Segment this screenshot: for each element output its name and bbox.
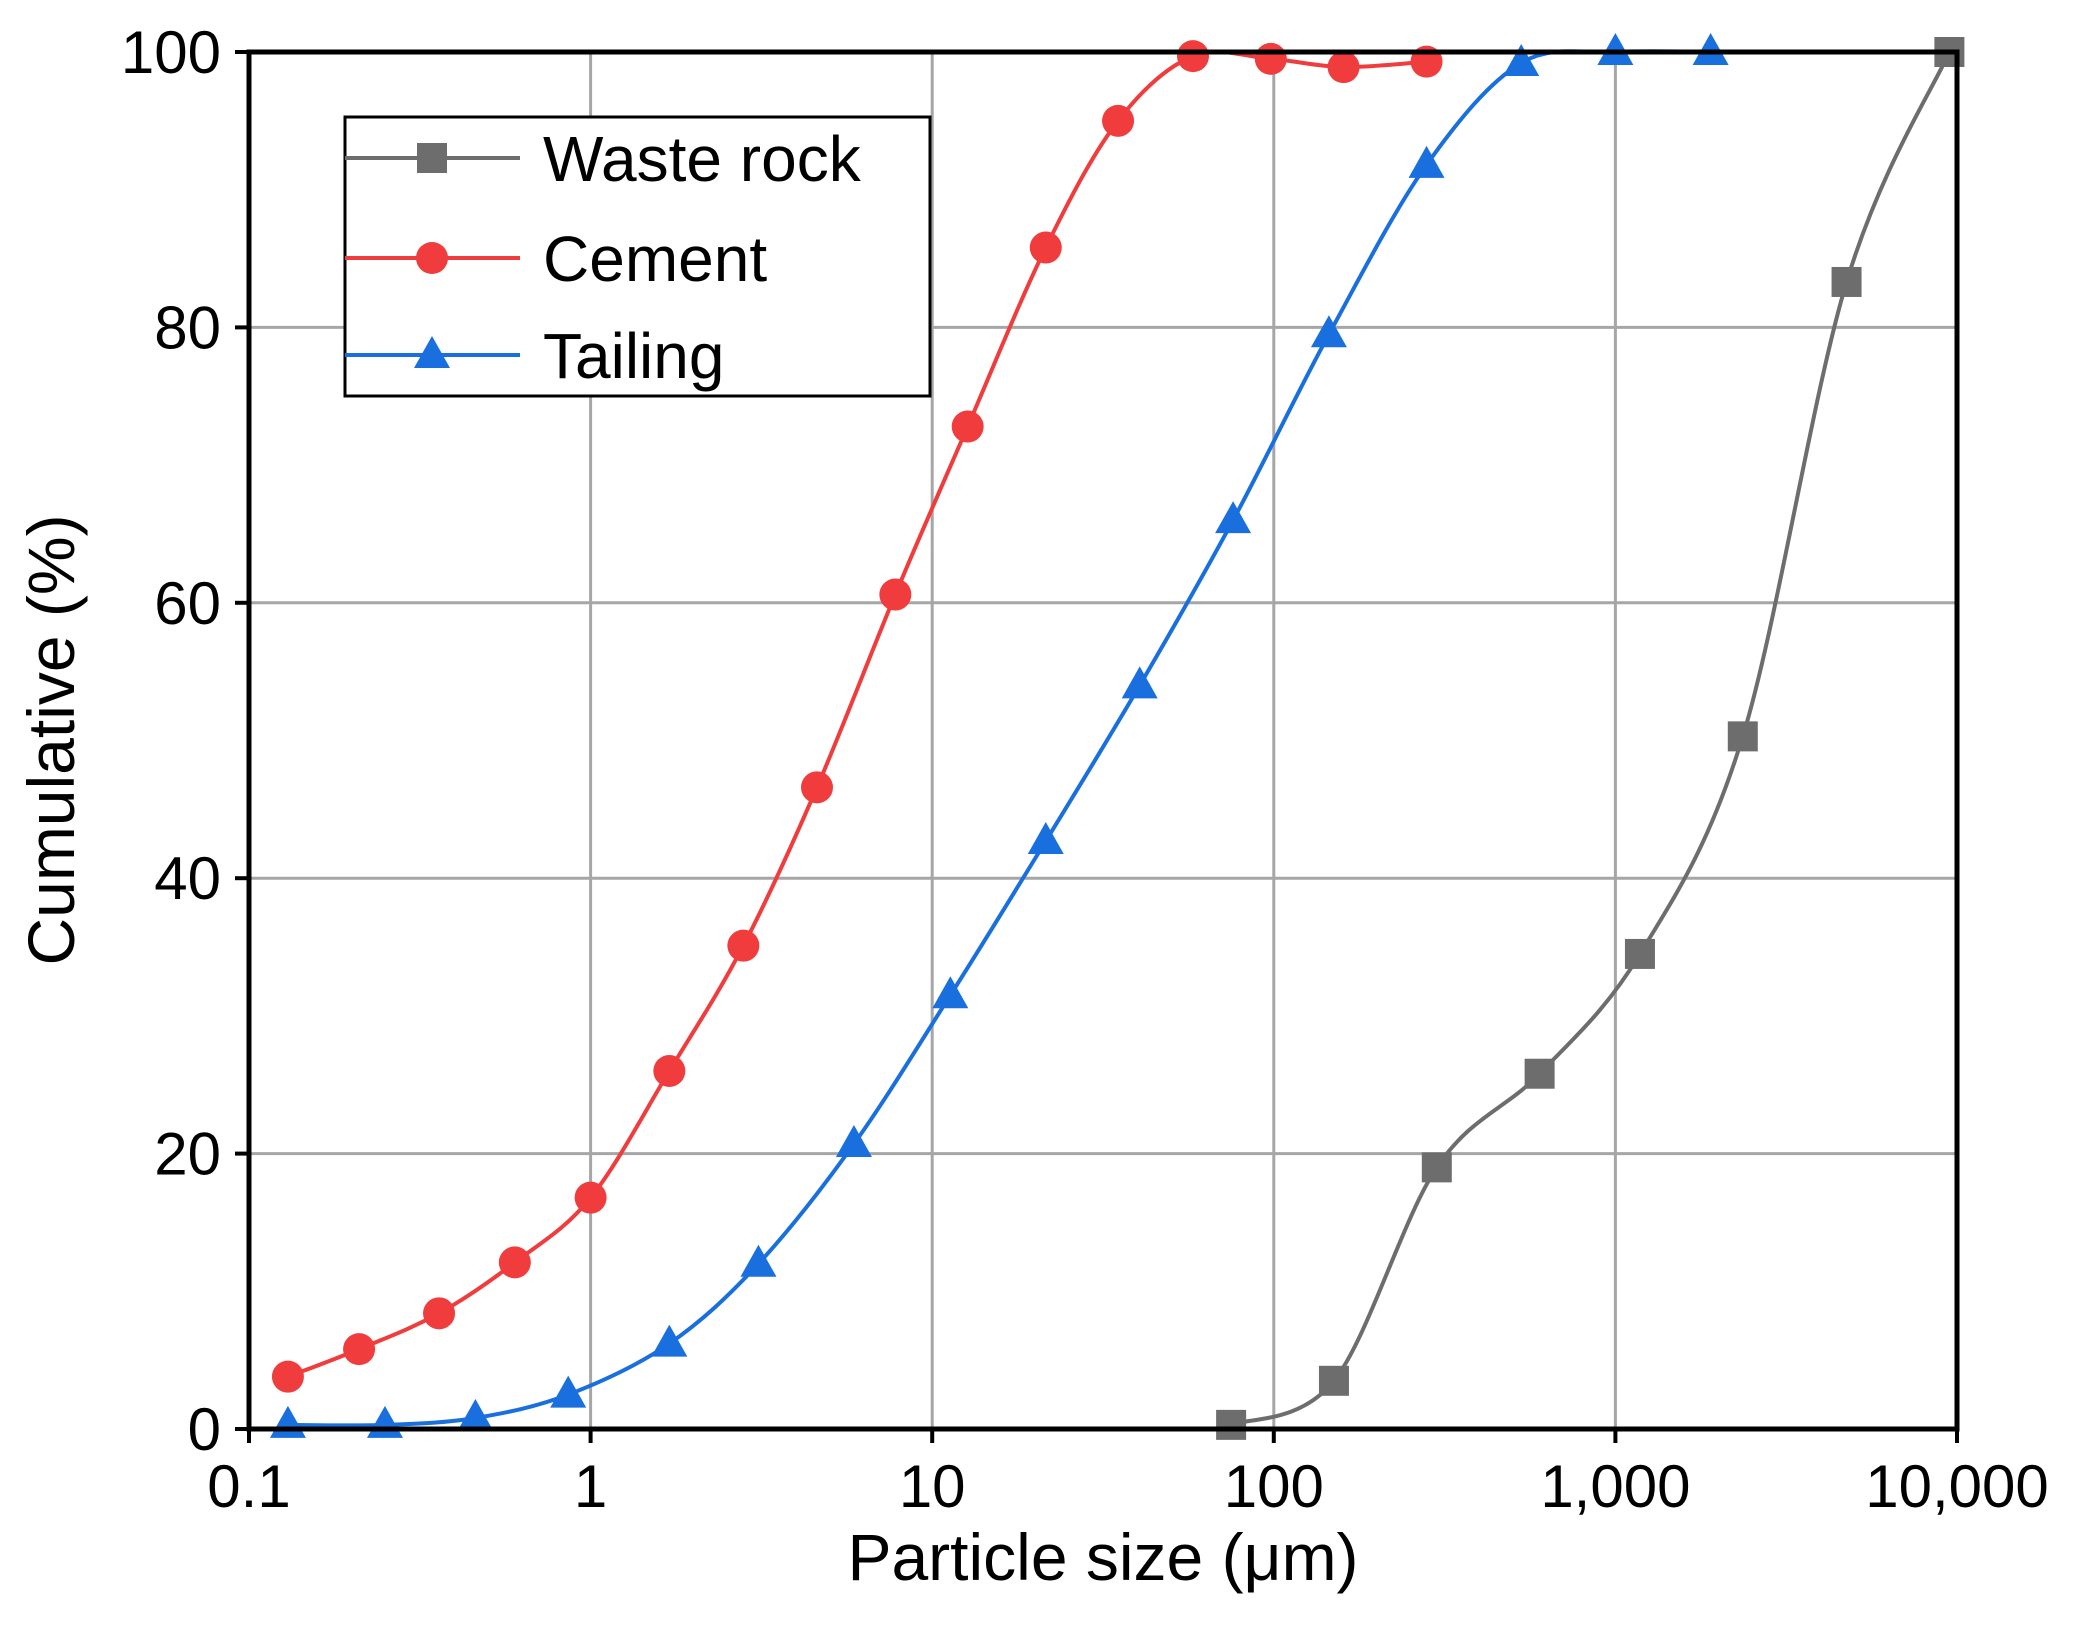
y-tick-label: 40 [154,845,221,912]
cement-marker [271,1360,304,1393]
tailing-marker [457,1398,494,1431]
waste-rock-marker [1524,1058,1555,1089]
cement-marker [727,929,760,962]
tailing-marker [1408,145,1445,178]
waste-rock-curve [1230,51,1952,1427]
tailing-marker [1215,501,1252,534]
tailing-marker [835,1124,872,1157]
grid-lines [249,52,1957,1429]
plot-frame [246,49,1960,1432]
x-tick-label: 100 [1224,1453,1324,1520]
waste-rock-marker [1831,266,1862,297]
tailing-marker [1121,666,1158,699]
y-tick-label: 0 [188,1396,221,1463]
y-tick-label: 100 [121,19,221,86]
x-tick-label: 0.1 [207,1453,290,1520]
cement-marker [879,578,912,611]
axis-ticks [235,50,1959,1443]
series-markers [269,33,1965,1440]
waste-rock-marker [1216,1409,1247,1440]
waste-rock-marker [1421,1152,1452,1183]
cement-marker [1176,40,1209,73]
tailing-marker [269,1405,306,1438]
cement-marker [1254,42,1287,75]
tailing-marker [1692,33,1729,65]
x-tick-label: 10 [899,1453,966,1520]
y-tick-label: 80 [154,294,221,361]
tailing-marker [740,1244,777,1277]
waste-rock-marker [1624,938,1655,969]
cement-marker [951,410,984,443]
cement-marker [498,1246,531,1279]
tailing-marker [1027,822,1064,855]
cement-marker [653,1054,686,1087]
cement-marker [1327,51,1360,84]
cement-marker [574,1181,607,1214]
y-tick-label: 20 [154,1121,221,1188]
legend-label-cement: Cement [543,223,767,295]
axis-tick-labels: 0.1 1 10 100 1,000 10,000 0 20 40 60 80 100 [121,19,2049,1520]
cement-marker [423,1297,456,1330]
tailing-marker [1310,315,1347,348]
x-tick-label: 10,000 [1865,1453,2049,1520]
y-axis-title: Cumulative (%) [14,514,88,965]
cement-marker [343,1333,376,1366]
tailing-marker [1503,44,1540,77]
waste-rock-marker [1727,721,1758,752]
x-axis-title: Particle size (μm) [847,1520,1358,1594]
tailing-marker [366,1405,403,1438]
legend-marker-tailing [414,336,450,368]
cement-marker [800,771,833,804]
tailing-marker [651,1324,688,1357]
legend-marker-cement [416,242,448,274]
waste-rock-marker [1318,1365,1349,1396]
cement-marker [1102,104,1135,137]
tailing-marker [932,976,969,1009]
tailing-marker [550,1375,587,1408]
x-tick-label: 1 [574,1453,607,1520]
legend: Waste rock Cement Tailing [343,115,932,398]
y-tick-label: 60 [154,570,221,637]
tailing-marker [1597,33,1634,65]
legend-label-waste-rock: Waste rock [543,123,862,195]
cement-marker [1029,231,1062,264]
x-tick-label: 1,000 [1540,1453,1690,1520]
legend-marker-waste-rock [417,143,447,173]
legend-label-tailing: Tailing [543,320,724,392]
